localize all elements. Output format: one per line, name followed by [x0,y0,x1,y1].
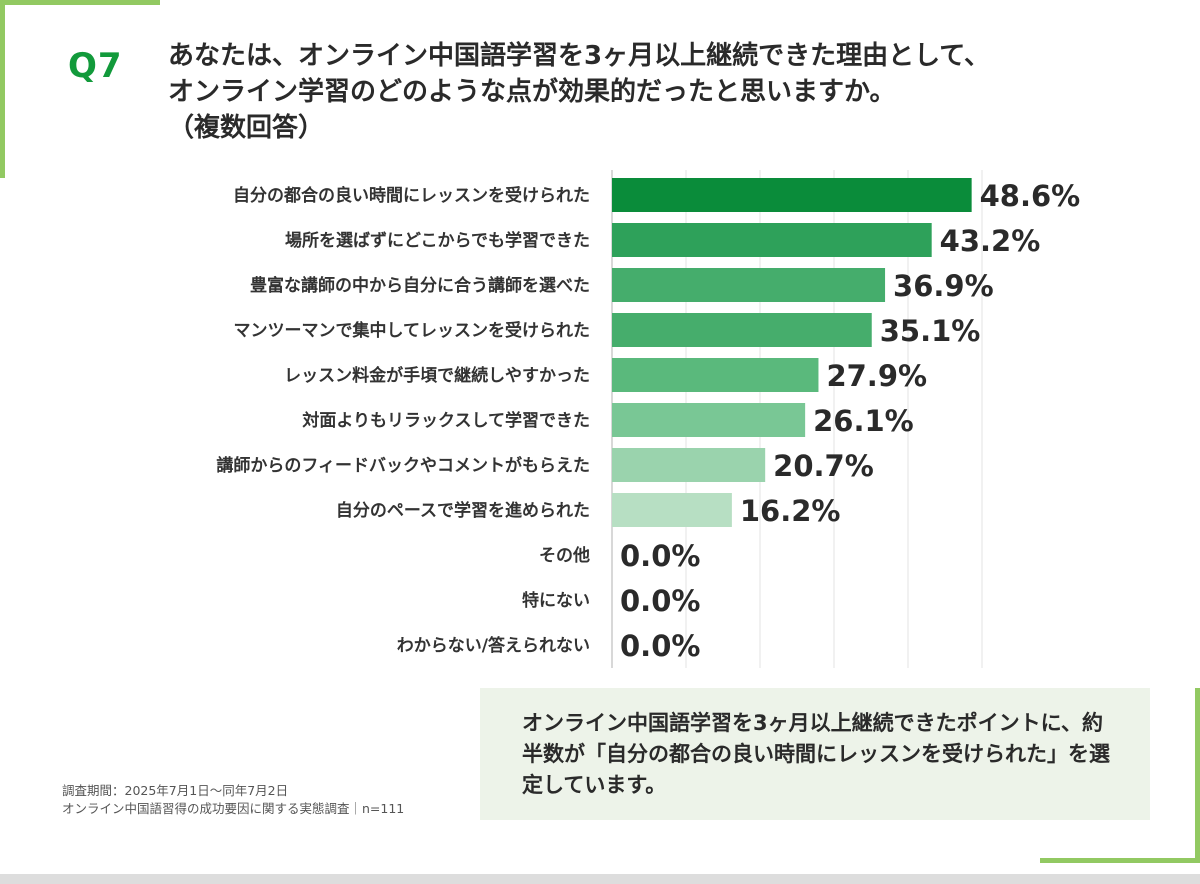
category-label: 対面よりもリラックスして学習できた [301,410,590,431]
value-label: 20.7% [773,449,874,483]
question-line-1: あなたは、オンライン中国語学習を3ヶ月以上継続できた理由として、 [168,41,991,71]
value-label: 0.0% [620,539,700,573]
category-label: 自分のペースで学習を進められた [336,500,590,521]
category-label: レッスン料金が手頃で継続しやすかった [284,365,590,386]
accent-bar-left [0,0,5,178]
value-label: 26.1% [813,404,914,438]
category-label: 自分の都合の良い時間にレッスンを受けられた [233,185,590,206]
summary-text: オンライン中国語学習を3ヶ月以上継続できたポイントに、約半数が「自分の都合の良い… [522,711,1110,797]
value-label: 48.6% [980,179,1081,213]
category-label: 場所を選ばずにどこからでも学習できた [285,230,590,251]
bar [612,178,972,212]
category-label: わからない/答えられない [397,635,590,656]
survey-title: オンライン中国語習得の成功要因に関する実態調査｜n=111 [62,801,405,816]
value-label: 0.0% [620,629,700,663]
accent-bar-bottom-right [1040,858,1200,863]
footer-bar [0,874,1200,884]
value-label: 27.9% [826,359,927,393]
value-label: 16.2% [740,494,841,528]
bar [612,313,872,347]
category-label: 特にない [522,590,590,611]
value-label: 0.0% [620,584,700,618]
accent-bar-right [1195,688,1200,862]
value-label: 43.2% [940,224,1041,258]
summary-box: オンライン中国語学習を3ヶ月以上継続できたポイントに、約半数が「自分の都合の良い… [480,688,1150,820]
question-text: あなたは、オンライン中国語学習を3ヶ月以上継続できた理由として、 オンライン学習… [166,38,1146,146]
bar-chart: 自分の都合の良い時間にレッスンを受けられた 48.6% 場所を選ばずにどこからでも学… [216,170,1081,668]
value-label: 35.1% [880,314,981,348]
question-number: Q7 [68,46,123,86]
category-label: 講師からのフィードバックやコメントがもらえた [216,455,590,476]
survey-note: 調査期間：2025年7月1日〜同年7月2日 オンライン中国語習得の成功要因に関す… [62,782,404,818]
accent-bar-top [0,0,160,5]
bar [612,268,886,302]
category-label: マンツーマンで集中してレッスンを受けられた [234,320,591,341]
category-label: 豊富な講師の中から自分に合う講師を選べた [250,275,590,296]
question-line-2: オンライン学習のどのような点が効果的だったと思いますか。 [168,77,896,107]
survey-period: 調査期間：2025年7月1日〜同年7月2日 [62,783,289,798]
category-label: その他 [539,545,590,566]
bar [612,493,732,527]
bar [612,223,932,257]
bar [612,403,806,437]
bar [612,358,819,392]
value-label: 36.9% [893,269,994,303]
bar [612,448,766,482]
question-note: （複数回答） [168,113,325,143]
